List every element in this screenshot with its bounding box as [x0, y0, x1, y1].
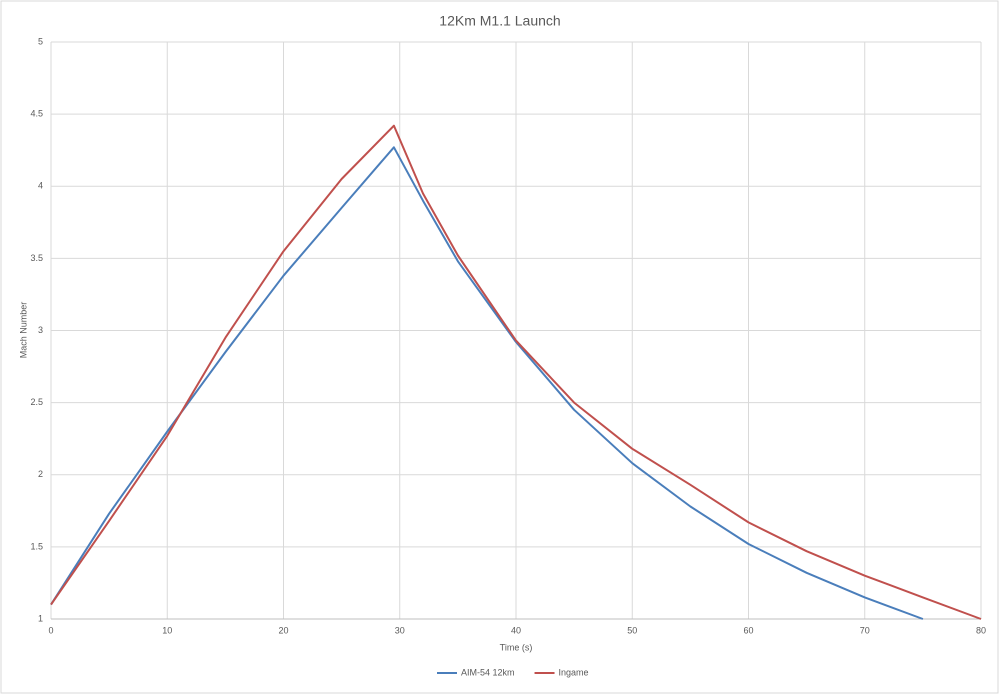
- x-tick-label: 0: [48, 625, 53, 635]
- y-tick-label: 4: [38, 181, 43, 191]
- x-tick-label: 20: [278, 625, 288, 635]
- data-line: [50, 124, 982, 620]
- y-tick-label: 2.5: [30, 397, 43, 407]
- x-tick-label: 60: [743, 625, 753, 635]
- y-tick-label: 3.5: [30, 253, 43, 263]
- x-tick-label: 40: [511, 625, 521, 635]
- x-tick-label: 50: [627, 625, 637, 635]
- y-tick-label: 1: [38, 613, 43, 623]
- legend-label: Ingame: [559, 667, 589, 677]
- x-tick-label: 80: [976, 625, 986, 635]
- y-tick-label: 5: [38, 36, 43, 46]
- x-tick-label: 70: [860, 625, 870, 635]
- y-tick-label: 1.5: [30, 541, 43, 551]
- x-tick-label: 30: [395, 625, 405, 635]
- y-tick-label: 3: [38, 325, 43, 335]
- x-axis-label: Time (s): [500, 642, 533, 652]
- data-line: [50, 146, 924, 620]
- y-axis-label: Mach Number: [18, 302, 28, 359]
- y-tick-label: 2: [38, 469, 43, 479]
- x-tick-label: 10: [162, 625, 172, 635]
- y-tick-label: 4.5: [30, 109, 43, 119]
- chart-title: 12Km M1.1 Launch: [439, 13, 560, 29]
- legend-label: AIM-54 12km: [461, 667, 515, 677]
